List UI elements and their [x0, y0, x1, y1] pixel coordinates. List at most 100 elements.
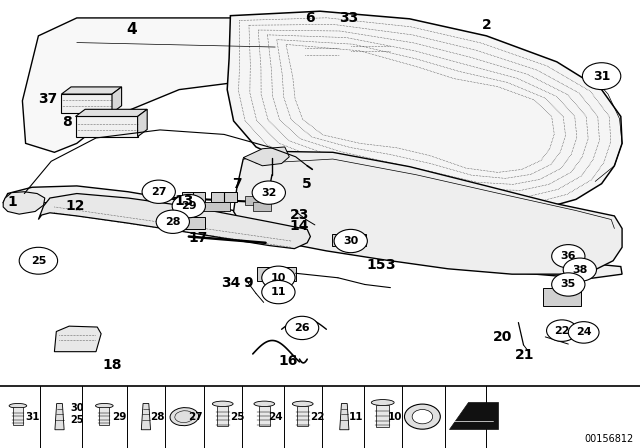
Text: 13: 13 [174, 194, 193, 208]
Circle shape [262, 280, 295, 304]
Ellipse shape [95, 404, 113, 408]
Circle shape [552, 273, 585, 296]
Text: 6: 6 [305, 11, 316, 25]
Text: 5: 5 [302, 177, 312, 191]
Polygon shape [55, 404, 64, 430]
Text: 36: 36 [561, 251, 576, 261]
Text: 33: 33 [339, 11, 358, 25]
Circle shape [412, 409, 433, 424]
Text: 32: 32 [261, 188, 276, 198]
Polygon shape [543, 288, 581, 306]
Polygon shape [253, 202, 271, 211]
Text: 10: 10 [271, 273, 286, 283]
Polygon shape [76, 109, 147, 116]
Polygon shape [61, 94, 112, 113]
Polygon shape [340, 404, 349, 430]
Text: 21: 21 [515, 348, 534, 362]
Polygon shape [449, 402, 498, 429]
Ellipse shape [254, 401, 275, 406]
Text: 27: 27 [151, 187, 166, 197]
Polygon shape [351, 31, 400, 39]
Polygon shape [54, 326, 101, 352]
Text: 28: 28 [165, 217, 180, 227]
Polygon shape [305, 39, 339, 63]
Ellipse shape [292, 401, 313, 406]
Polygon shape [112, 87, 122, 113]
Text: 16: 16 [278, 353, 298, 368]
Text: 24: 24 [269, 412, 283, 422]
Ellipse shape [212, 401, 233, 406]
FancyBboxPatch shape [13, 407, 23, 425]
Circle shape [19, 247, 58, 274]
Text: 22: 22 [310, 412, 324, 422]
Text: 29: 29 [181, 201, 196, 211]
Polygon shape [182, 192, 205, 202]
Circle shape [334, 229, 367, 253]
Polygon shape [351, 39, 390, 59]
FancyBboxPatch shape [99, 407, 109, 425]
Polygon shape [61, 87, 122, 94]
Text: 8: 8 [62, 115, 72, 129]
Circle shape [547, 320, 577, 341]
Circle shape [404, 404, 440, 429]
Circle shape [156, 210, 189, 233]
Ellipse shape [9, 404, 27, 408]
Text: 37: 37 [38, 91, 58, 106]
FancyBboxPatch shape [297, 406, 308, 426]
Text: 18: 18 [102, 358, 122, 372]
Text: 22: 22 [554, 326, 570, 336]
Polygon shape [390, 31, 400, 59]
Polygon shape [234, 151, 622, 274]
Circle shape [142, 180, 175, 203]
Polygon shape [3, 192, 45, 214]
Text: 28: 28 [150, 412, 164, 422]
Text: 3: 3 [385, 258, 396, 272]
Polygon shape [211, 192, 237, 202]
Polygon shape [138, 109, 147, 137]
Circle shape [563, 258, 596, 281]
Polygon shape [339, 31, 349, 63]
Circle shape [552, 245, 585, 268]
Text: 34: 34 [221, 276, 240, 290]
Polygon shape [245, 196, 262, 205]
Text: 29: 29 [112, 412, 126, 422]
Polygon shape [332, 234, 366, 246]
Text: 11: 11 [271, 287, 286, 297]
Ellipse shape [170, 408, 198, 426]
Text: 17: 17 [189, 231, 208, 246]
Text: 24: 24 [576, 327, 591, 337]
Text: 35: 35 [561, 280, 576, 289]
Circle shape [285, 316, 319, 340]
Polygon shape [38, 194, 310, 249]
Polygon shape [305, 31, 349, 39]
Text: 25: 25 [230, 412, 244, 422]
Text: 15: 15 [367, 258, 386, 272]
Text: 27: 27 [189, 412, 203, 422]
Circle shape [262, 266, 295, 289]
FancyBboxPatch shape [217, 406, 228, 426]
Text: 00156812: 00156812 [584, 435, 634, 444]
Text: 26: 26 [294, 323, 310, 333]
Polygon shape [257, 267, 296, 281]
FancyBboxPatch shape [259, 406, 270, 426]
Text: 9: 9 [243, 276, 253, 290]
Ellipse shape [371, 400, 394, 405]
Text: 11: 11 [349, 412, 363, 422]
Text: 30: 30 [343, 236, 358, 246]
Text: 31: 31 [593, 69, 611, 83]
Text: 4: 4 [126, 22, 136, 37]
Circle shape [582, 63, 621, 90]
Polygon shape [3, 186, 622, 279]
Text: 23: 23 [290, 208, 309, 222]
Text: 38: 38 [572, 265, 588, 275]
Circle shape [252, 181, 285, 204]
Polygon shape [243, 147, 289, 166]
Polygon shape [141, 404, 150, 430]
Polygon shape [22, 18, 301, 152]
Polygon shape [227, 11, 622, 211]
Text: 14: 14 [290, 219, 309, 233]
Text: 31: 31 [26, 412, 40, 422]
Text: 1: 1 [8, 195, 18, 210]
Polygon shape [76, 116, 138, 137]
FancyBboxPatch shape [376, 405, 389, 427]
